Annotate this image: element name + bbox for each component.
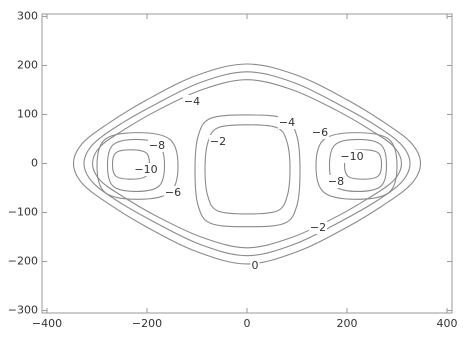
contour-label-bg [147, 139, 167, 152]
y-tick-label: 200 [17, 58, 38, 71]
contour-line [96, 132, 179, 200]
contour-label: −8 [149, 139, 165, 152]
y-tick-label: 300 [17, 9, 38, 22]
contour-label: −4 [184, 95, 200, 108]
contour-label: −6 [165, 186, 181, 199]
contour-label-bg [277, 116, 297, 129]
contour-line [111, 149, 151, 180]
x-tick-label: −400 [32, 317, 62, 330]
x-tick-label: 400 [437, 317, 458, 330]
x-tick-label: 200 [337, 317, 358, 330]
x-tick-label: −200 [132, 317, 162, 330]
contour-label-bg [339, 150, 365, 163]
y-tick-label: −200 [8, 255, 38, 268]
contour-line [328, 138, 388, 192]
contour-label-bg [133, 163, 159, 176]
contour-label: 0 [252, 259, 259, 272]
y-tick-label: −300 [8, 304, 38, 317]
contour-label: −4 [279, 116, 295, 129]
contour-label: −2 [310, 221, 326, 234]
y-tick-label: 0 [31, 157, 38, 170]
contour-label-bg [326, 175, 346, 188]
contour-label-bg [208, 135, 228, 148]
contour-line [194, 114, 301, 228]
contour-label: −10 [134, 163, 157, 176]
contour-label: −8 [328, 175, 344, 188]
contour-label-bg [163, 186, 183, 199]
contour-label-bg [308, 221, 328, 234]
contour-line [204, 124, 291, 215]
contour-label-bg [250, 259, 260, 272]
plot-frame [41, 13, 453, 314]
contour-label-bg [182, 95, 202, 108]
y-tick-label: −100 [8, 206, 38, 219]
x-tick-label: 0 [244, 317, 251, 330]
contour-label: −2 [210, 135, 226, 148]
y-tick-label: 100 [17, 107, 38, 120]
contour-label: −10 [340, 150, 363, 163]
contour-line [83, 71, 411, 257]
contour-label-bg [310, 126, 330, 139]
contour-label: −6 [312, 126, 328, 139]
contour-line [315, 132, 398, 200]
contour-line [72, 63, 422, 265]
